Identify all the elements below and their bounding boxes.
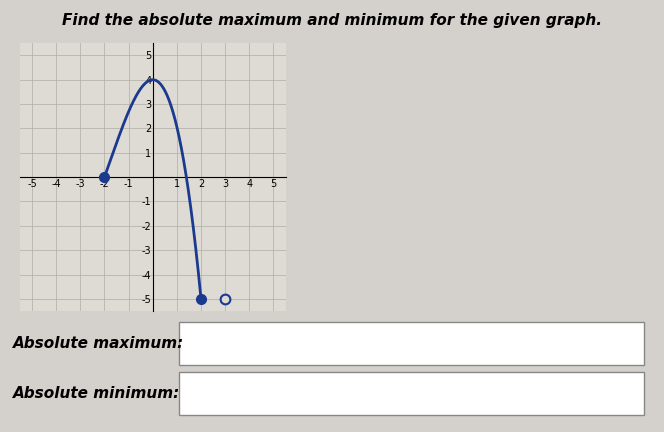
Text: Find the absolute maximum and minimum for the given graph.: Find the absolute maximum and minimum fo…: [62, 13, 602, 28]
Text: Absolute minimum:: Absolute minimum:: [13, 386, 181, 400]
Text: Absolute maximum:: Absolute maximum:: [13, 336, 185, 351]
